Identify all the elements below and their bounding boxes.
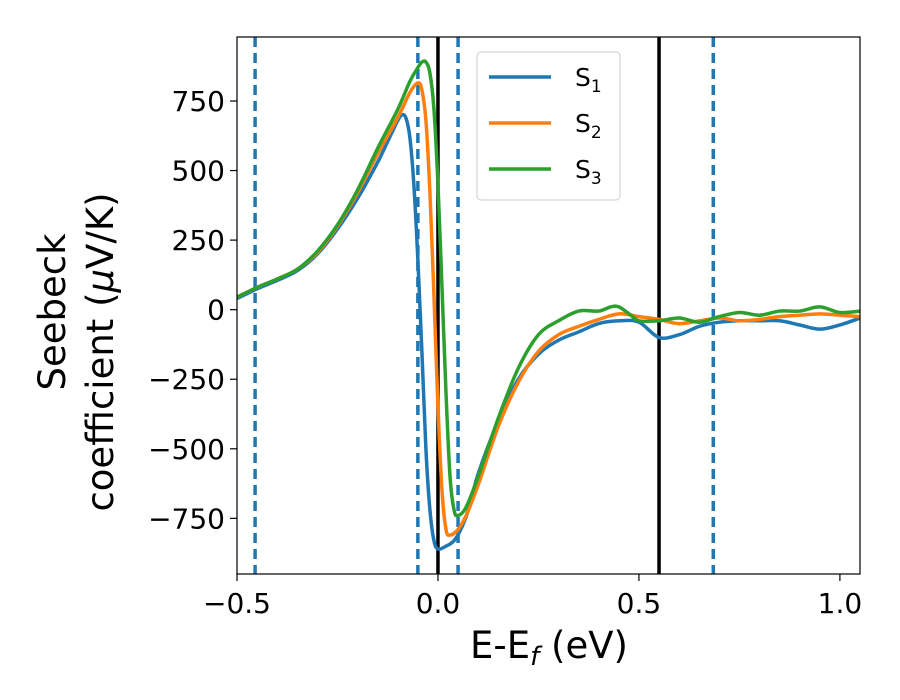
legend-box (476, 51, 621, 201)
reference-lines (253, 37, 716, 574)
y-axis-label-line1: Seebeck (31, 233, 74, 391)
x-axis-label: E-Ef (eV) (470, 624, 628, 672)
y-tick-label: 750 (172, 85, 225, 118)
y-tick-label: 0 (207, 294, 225, 327)
legend-label-3: S3 (575, 155, 602, 189)
x-tick-label: 0.5 (617, 587, 662, 620)
x-tick-label: 0.0 (416, 587, 461, 620)
x-tick-label: 1.0 (818, 587, 863, 620)
x-tick-label: −0.5 (203, 587, 271, 620)
series-lines (237, 59, 860, 551)
y-tick-label: 500 (172, 155, 225, 188)
y-tick-label: −750 (148, 502, 225, 535)
y-axis-label-line2: coefficient (μV/K) (79, 192, 122, 511)
y-tick-label: −250 (148, 363, 225, 396)
series-line-2 (237, 81, 860, 537)
legend-label-1: S1 (575, 63, 602, 97)
y-axis-label: Seebeck coefficient (μV/K) (31, 192, 122, 511)
plot-frame (236, 36, 861, 575)
y-tick-label: −500 (148, 433, 225, 466)
legend: S1 S2 S3 (476, 51, 621, 201)
legend-label-2: S2 (575, 109, 602, 143)
x-axis: −0.5 0.0 0.5 1.0 (203, 574, 862, 620)
series-line-1 (237, 112, 860, 551)
y-tick-label: 250 (172, 224, 225, 257)
y-axis: 750 500 250 0 −250 −500 −750 (148, 85, 237, 535)
series-line-3 (237, 59, 860, 518)
